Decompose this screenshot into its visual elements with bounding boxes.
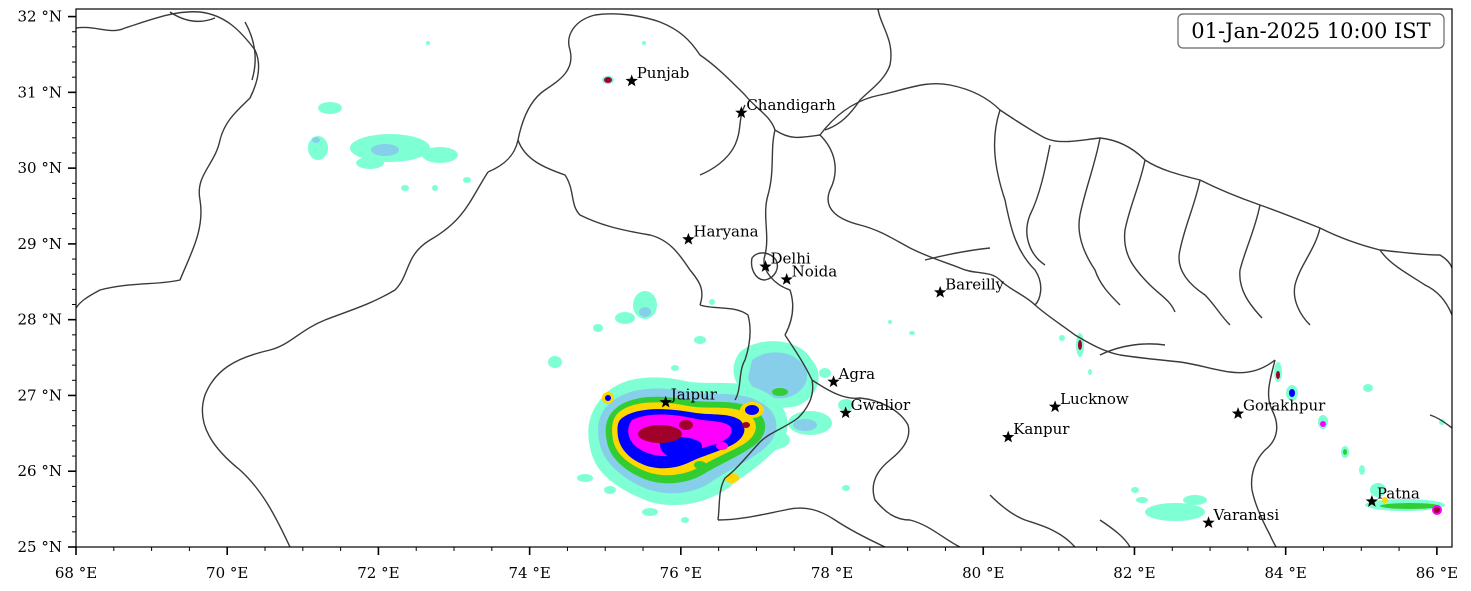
political-borders <box>76 9 1452 547</box>
plot-area <box>76 9 1452 547</box>
city-marker: Varanasi <box>1202 506 1280 529</box>
city-label: Patna <box>1377 485 1420 503</box>
plot-frame <box>75 8 1453 548</box>
city-marker: Kanpur <box>1002 420 1070 443</box>
city-marker: Noida <box>780 263 838 285</box>
city-label: Chandigarh <box>746 96 836 114</box>
city-label: Lucknow <box>1060 390 1129 408</box>
star-icon <box>1048 400 1062 413</box>
star-icon <box>625 74 638 87</box>
star-icon <box>659 395 672 408</box>
city-label: Haryana <box>693 222 758 240</box>
y-tick-label: 32 °N <box>18 8 62 26</box>
x-tick-label: 84 °E <box>1265 564 1307 582</box>
city-label: Delhi <box>771 250 811 268</box>
city-marker: Chandigarh <box>735 96 836 119</box>
city-label: Agra <box>838 365 876 383</box>
x-tick-label: 68 °E <box>55 564 97 582</box>
star-icon <box>1202 516 1215 529</box>
axis-ticks <box>68 15 1438 555</box>
timestamp-box: 01-Jan-2025 10:00 IST <box>1177 13 1445 49</box>
city-marker: Bareilly <box>933 275 1005 298</box>
city-marker: Punjab <box>625 64 690 87</box>
x-tick-label: 74 °E <box>508 564 550 582</box>
star-icon <box>735 106 748 119</box>
star-icon <box>1231 407 1245 419</box>
star-icon <box>759 260 772 272</box>
y-tick-label: 30 °N <box>18 159 62 177</box>
star-icon <box>780 273 793 285</box>
y-tick-label: 25 °N <box>18 538 62 556</box>
city-marker: Jaipur <box>659 385 718 408</box>
city-label: Bareilly <box>945 275 1004 293</box>
city-label: Punjab <box>637 64 690 82</box>
city-marker: Delhi <box>759 250 811 272</box>
star-icon <box>839 406 852 419</box>
y-tick-label: 31 °N <box>18 83 62 101</box>
x-tick-label: 72 °E <box>357 564 399 582</box>
star-icon <box>933 285 947 298</box>
city-label: Varanasi <box>1213 506 1280 524</box>
y-tick-label: 29 °N <box>18 235 62 253</box>
star-icon <box>1365 495 1379 507</box>
city-label: Jaipur <box>669 385 718 403</box>
city-label: Noida <box>792 263 838 281</box>
timestamp-label: 01-Jan-2025 10:00 IST <box>1191 19 1430 43</box>
city-label: Kanpur <box>1013 420 1070 438</box>
y-tick-label: 27 °N <box>18 386 62 404</box>
x-tick-label: 82 °E <box>1113 564 1155 582</box>
x-tick-label: 76 °E <box>660 564 702 582</box>
city-marker: Agra <box>827 365 876 388</box>
city-marker: Patna <box>1365 485 1420 507</box>
y-axis-labels: 25 °N 26 °N 27 °N 28 °N 29 °N 30 °N 31 °N 32 °N <box>18 8 62 556</box>
city-marker: Gorakhpur <box>1231 397 1326 419</box>
star-icon <box>1002 430 1015 443</box>
x-axis-labels: 68 °E 70 °E 72 °E 74 °E 76 °E 78 °E 80 °E 82 °E… <box>55 564 1458 582</box>
city-label: Gorakhpur <box>1243 397 1326 415</box>
x-tick-label: 78 °E <box>811 564 853 582</box>
city-marker: Gwalior <box>839 396 911 419</box>
star-icon <box>682 232 695 245</box>
x-tick-label: 80 °E <box>962 564 1004 582</box>
y-tick-label: 28 °N <box>18 311 62 329</box>
city-marker: Lucknow <box>1048 390 1129 413</box>
city-label: Gwalior <box>851 396 911 414</box>
star-icon <box>827 375 840 388</box>
x-tick-label: 70 °E <box>206 564 248 582</box>
y-tick-label: 26 °N <box>18 462 62 480</box>
x-tick-label: 86 °E <box>1416 564 1458 582</box>
precipitation-field <box>308 41 1445 523</box>
city-marker: Haryana <box>682 222 759 245</box>
